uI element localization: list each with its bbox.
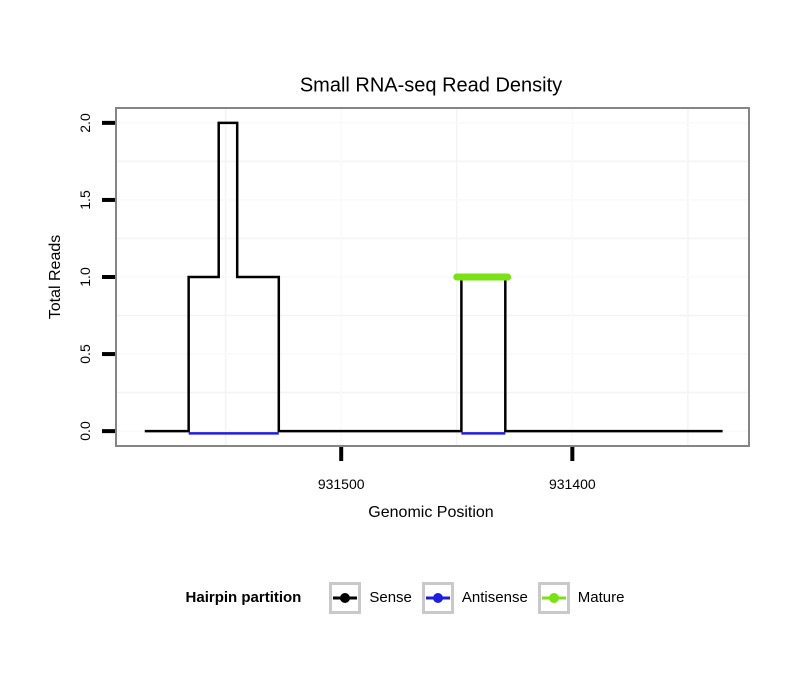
panel-border xyxy=(115,107,750,447)
chart-title: Small RNA-seq Read Density xyxy=(299,74,563,97)
x-axis-title: Genomic Position xyxy=(368,504,494,521)
legend-label-mature: Mature xyxy=(577,589,625,606)
legend-label-antisense: Antisense xyxy=(461,589,528,606)
legend-item-mature: Mature xyxy=(537,581,625,614)
x-tick-label: 931400 xyxy=(548,476,596,492)
sense-key-icon xyxy=(329,581,362,614)
mature-key-dot xyxy=(548,592,559,603)
legend-item-sense: Sense xyxy=(329,581,412,614)
mature-key-icon xyxy=(537,581,570,614)
y-tick-label: 0.5 xyxy=(77,344,93,364)
legend-label-sense: Sense xyxy=(369,589,412,606)
legend: Hairpin partition Sense Antisense Mature xyxy=(0,581,810,614)
legend-item-antisense: Antisense xyxy=(421,581,528,614)
y-tick-label: 2.0 xyxy=(77,113,93,133)
y-axis-title: Total Reads xyxy=(47,234,64,320)
y-tick-label: 0.0 xyxy=(77,421,93,441)
antisense-key-icon xyxy=(421,581,454,614)
series-line-sense xyxy=(144,121,723,433)
legend-title: Hairpin partition xyxy=(185,589,302,606)
sense-key-dot xyxy=(340,592,351,603)
antisense-key-dot xyxy=(432,592,443,603)
y-tick-label: 1.5 xyxy=(77,190,93,210)
x-tick-label: 931500 xyxy=(317,476,365,492)
y-tick-label: 1.0 xyxy=(77,267,93,287)
